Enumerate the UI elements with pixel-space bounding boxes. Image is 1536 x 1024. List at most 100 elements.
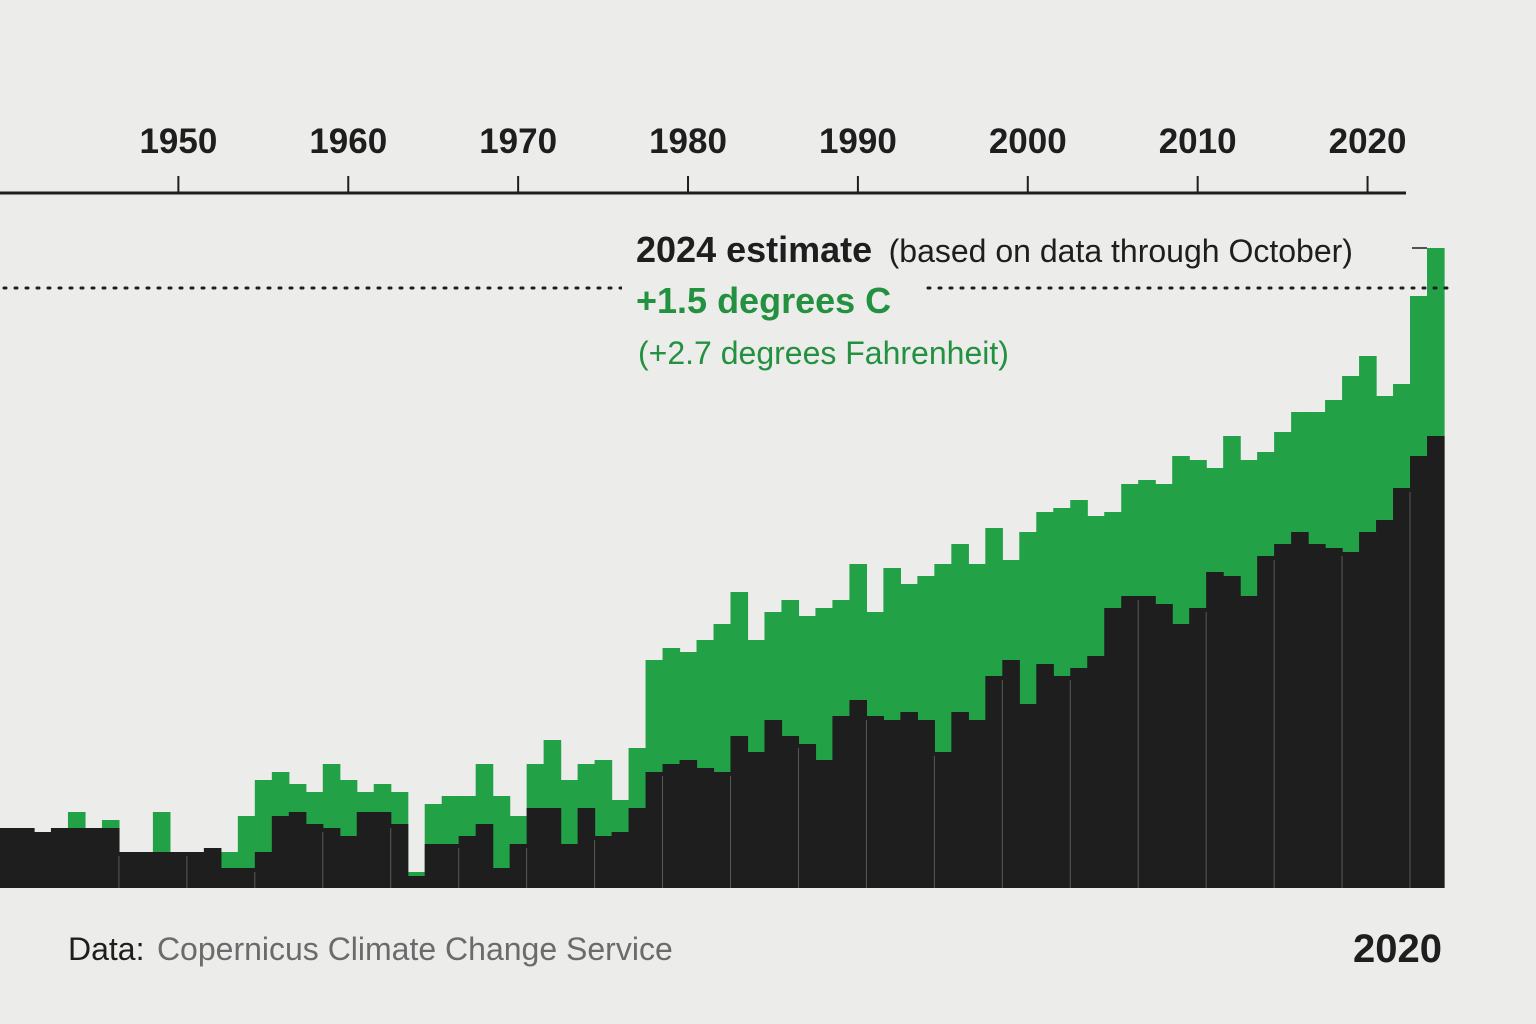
baseline-bar	[1189, 608, 1207, 888]
x-tick-label: 1970	[479, 122, 557, 161]
baseline-bar	[1036, 664, 1054, 888]
baseline-bar	[1308, 544, 1326, 888]
baseline-bar	[1393, 488, 1411, 888]
baseline-bar	[237, 868, 256, 888]
baseline-bar	[543, 808, 562, 888]
baseline-bar	[356, 812, 375, 888]
baseline-bar	[662, 764, 681, 888]
baseline-bar	[1155, 604, 1173, 888]
baseline-bar	[152, 852, 171, 888]
baseline-bar	[203, 848, 222, 888]
baseline-bar	[84, 828, 103, 888]
baseline-bar	[747, 752, 766, 888]
x-tick-label: 2010	[1159, 122, 1237, 161]
baseline-bar	[849, 700, 867, 888]
baseline-bar	[169, 852, 188, 888]
x-tick-label: 2020	[1329, 122, 1407, 161]
baseline-bar	[492, 868, 511, 888]
baseline-bar	[985, 676, 1003, 888]
baseline-bar	[1087, 656, 1105, 888]
annotation-title: 2024 estimate (based on data through Oct…	[636, 229, 1353, 270]
baseline-bar	[0, 828, 18, 888]
baseline-bar	[645, 772, 664, 888]
baseline-bar	[713, 772, 732, 888]
baseline-bar	[390, 824, 409, 888]
corner-year-label: 2020	[1353, 927, 1442, 971]
baseline-bar	[33, 832, 52, 888]
baseline-bar	[968, 720, 986, 888]
baseline-bar	[220, 868, 239, 888]
baseline-bar	[50, 828, 69, 888]
baseline-bar	[441, 844, 460, 888]
baseline-bar	[1172, 624, 1190, 888]
x-tick-label: 2000	[989, 122, 1067, 161]
baseline-bar	[628, 808, 647, 888]
baseline-bar	[1053, 676, 1071, 888]
baseline-bar	[730, 736, 749, 888]
baseline-bar	[798, 744, 817, 888]
baseline-bar	[16, 828, 35, 888]
baseline-bar	[1240, 596, 1258, 888]
baseline-bar	[883, 720, 901, 888]
baseline-bar	[815, 760, 834, 888]
baseline-bar	[1019, 704, 1037, 888]
baseline-bar	[951, 712, 969, 888]
baseline-bar	[407, 876, 426, 888]
baseline-bar	[1002, 660, 1020, 888]
annotation-title-bold: 2024 estimate	[636, 229, 872, 270]
baseline-bar	[866, 716, 884, 888]
baseline-bar	[594, 836, 613, 888]
observed-bar	[492, 796, 511, 888]
baseline-bar	[526, 808, 545, 888]
x-tick-label: 1950	[139, 122, 217, 161]
baseline-bar	[1342, 552, 1360, 888]
baseline-bar	[679, 760, 698, 888]
baseline-bar	[339, 836, 358, 888]
baseline-bar	[1070, 668, 1088, 888]
baseline-bar	[1274, 544, 1292, 888]
baseline-bar	[560, 844, 579, 888]
baseline-bar	[1291, 532, 1309, 888]
baseline-bar	[118, 852, 137, 888]
source-prefix: Data:	[68, 931, 144, 967]
baseline-bar	[509, 844, 528, 888]
source-note: Data: Copernicus Climate Change Service	[68, 931, 673, 967]
baseline-bar	[1223, 576, 1241, 888]
baseline-bar	[611, 832, 630, 888]
baseline-bar	[1138, 596, 1156, 888]
baseline-bar	[322, 828, 341, 888]
baseline-bar	[832, 716, 851, 888]
baseline-bars	[0, 436, 1445, 888]
baseline-bar	[305, 824, 324, 888]
baseline-bar	[1104, 608, 1122, 888]
baseline-bar	[67, 828, 86, 888]
baseline-bar	[764, 720, 783, 888]
baseline-bar	[1257, 556, 1275, 888]
baseline-bar	[135, 852, 154, 888]
baseline-bar	[1359, 532, 1377, 888]
x-tick-label: 1990	[819, 122, 897, 161]
baseline-bar	[424, 844, 443, 888]
bar-dividers	[118, 492, 1411, 888]
baseline-bar	[288, 812, 307, 888]
baseline-bar	[101, 828, 120, 888]
baseline-bar	[373, 812, 392, 888]
baseline-bar	[1121, 596, 1139, 888]
baseline-bar	[1427, 436, 1445, 888]
annotation-value-fahrenheit: (+2.7 degrees Fahrenheit)	[638, 335, 1009, 371]
baseline-bar	[475, 824, 494, 888]
baseline-bar	[696, 768, 715, 888]
baseline-bar	[781, 736, 800, 888]
baseline-bar	[1325, 548, 1343, 888]
baseline-bar	[186, 852, 205, 888]
baseline-bar	[458, 836, 477, 888]
baseline-bar	[271, 816, 290, 888]
annotation-title-note: (based on data through October)	[889, 233, 1353, 269]
annotation-background	[622, 270, 924, 306]
baseline-bar	[1206, 572, 1224, 888]
source-name: Copernicus Climate Change Service	[157, 931, 673, 967]
x-axis-ticks: 1950 1960 1970 1980 1990 2000 2010 2020	[139, 122, 1406, 193]
x-tick-label: 1960	[309, 122, 387, 161]
baseline-bar	[934, 752, 952, 888]
